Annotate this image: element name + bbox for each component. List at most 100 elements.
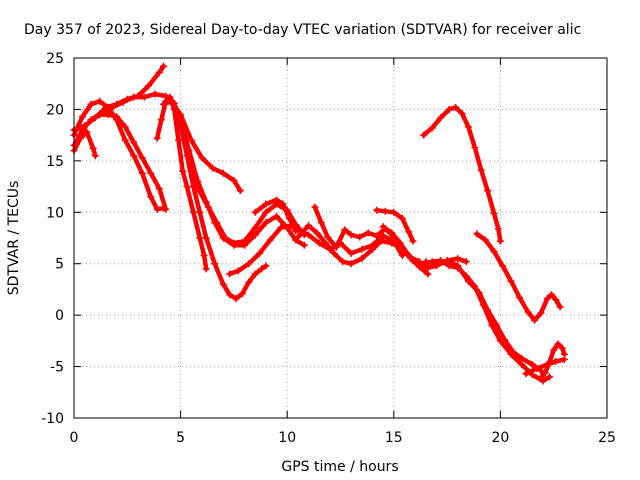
- data-point-marker: [537, 309, 545, 317]
- data-point-marker: [464, 277, 472, 285]
- series-trace: [252, 197, 298, 234]
- y-tick-label: 0: [55, 308, 64, 324]
- data-point-marker: [76, 134, 84, 142]
- data-point-marker: [219, 280, 227, 288]
- data-point-marker: [522, 370, 530, 378]
- data-point-marker: [494, 225, 502, 233]
- data-point-marker: [548, 291, 556, 299]
- data-point-marker: [552, 296, 560, 304]
- data-point-marker: [91, 152, 99, 160]
- data-point-marker: [155, 185, 163, 193]
- data-point-marker: [496, 237, 504, 245]
- data-point-marker: [279, 200, 287, 208]
- data-point-marker: [140, 93, 148, 101]
- data-point-marker: [226, 291, 234, 299]
- data-point-marker: [130, 152, 138, 160]
- data-point-marker: [277, 224, 285, 232]
- data-point-marker: [317, 219, 325, 227]
- data-point-marker: [89, 145, 97, 153]
- data-point-marker: [464, 123, 472, 131]
- data-point-marker: [424, 264, 432, 272]
- data-point-marker: [396, 239, 404, 247]
- data-point-marker: [560, 355, 568, 363]
- data-point-marker: [196, 234, 204, 242]
- series-trace: [97, 91, 269, 301]
- data-point-marker: [437, 114, 445, 122]
- data-point-marker: [543, 295, 551, 303]
- data-point-marker: [518, 361, 526, 369]
- data-point-marker: [204, 203, 212, 211]
- data-point-marker: [501, 336, 509, 344]
- data-point-marker: [322, 239, 330, 247]
- series-arc-17: [422, 257, 545, 375]
- data-point-marker: [113, 113, 121, 121]
- data-point-marker: [313, 229, 321, 237]
- data-point-marker: [543, 361, 551, 369]
- data-point-marker: [373, 206, 381, 214]
- data-point-marker: [339, 258, 347, 266]
- data-point-marker: [262, 200, 270, 208]
- data-point-marker: [300, 241, 308, 249]
- data-point-marker: [81, 122, 89, 130]
- y-tick-label: -5: [50, 360, 64, 376]
- data-point-marker: [251, 270, 259, 278]
- data-point-marker: [258, 265, 266, 273]
- plot-frame: [73, 57, 608, 419]
- data-point-marker: [285, 214, 293, 222]
- data-point-marker: [130, 138, 138, 146]
- data-point-marker: [330, 249, 338, 257]
- data-point-marker: [499, 262, 507, 270]
- data-point-marker: [445, 105, 453, 113]
- data-point-marker: [332, 243, 340, 251]
- data-point-marker: [424, 270, 432, 278]
- data-point-marker: [230, 239, 238, 247]
- x-axis-label: GPS time / hours: [281, 459, 398, 475]
- data-point-marker: [541, 369, 549, 377]
- data-point-marker: [147, 169, 155, 177]
- data-point-marker: [183, 183, 191, 191]
- y-tick-label: 20: [46, 102, 64, 118]
- x-tick-label: 0: [70, 430, 79, 446]
- data-point-marker: [358, 255, 366, 263]
- series-trace: [423, 258, 544, 373]
- data-point-marker: [189, 208, 197, 216]
- data-point-marker: [358, 245, 366, 253]
- data-point-marker: [187, 167, 195, 175]
- data-point-marker: [347, 260, 355, 268]
- data-point-marker: [83, 128, 91, 136]
- data-point-marker: [153, 205, 161, 213]
- series-arc-11: [251, 196, 300, 235]
- data-point-marker: [121, 123, 129, 131]
- data-point-marker: [454, 255, 462, 263]
- x-tick-label: 25: [598, 430, 616, 446]
- data-point-marker: [91, 114, 99, 122]
- data-point-marker: [138, 154, 146, 162]
- data-point-marker: [558, 344, 566, 352]
- data-point-marker: [153, 134, 161, 142]
- data-point-marker: [238, 290, 246, 298]
- data-point-marker: [174, 136, 182, 144]
- data-point-marker: [428, 124, 436, 132]
- data-point-marker: [452, 103, 460, 111]
- series-arc-1: [70, 97, 168, 213]
- data-point-marker: [251, 208, 259, 216]
- data-point-marker: [475, 289, 483, 297]
- series-arc-18: [420, 103, 504, 245]
- data-point-marker: [234, 267, 242, 275]
- data-point-marker: [471, 143, 479, 151]
- data-point-marker: [292, 227, 300, 235]
- data-point-marker: [373, 232, 381, 240]
- data-point-marker: [221, 234, 229, 242]
- data-point-marker: [388, 239, 396, 247]
- data-point-marker: [484, 187, 492, 195]
- data-point-marker: [230, 176, 238, 184]
- y-axis-label: SDTVAR / TECUs: [6, 181, 22, 296]
- series-arc-21: [522, 355, 568, 378]
- data-point-marker: [305, 231, 313, 239]
- data-point-marker: [524, 308, 532, 316]
- data-point-marker: [108, 103, 116, 111]
- data-point-marker: [160, 100, 168, 108]
- series-trace: [167, 96, 243, 193]
- data-point-marker: [198, 154, 206, 162]
- data-point-marker: [418, 261, 426, 269]
